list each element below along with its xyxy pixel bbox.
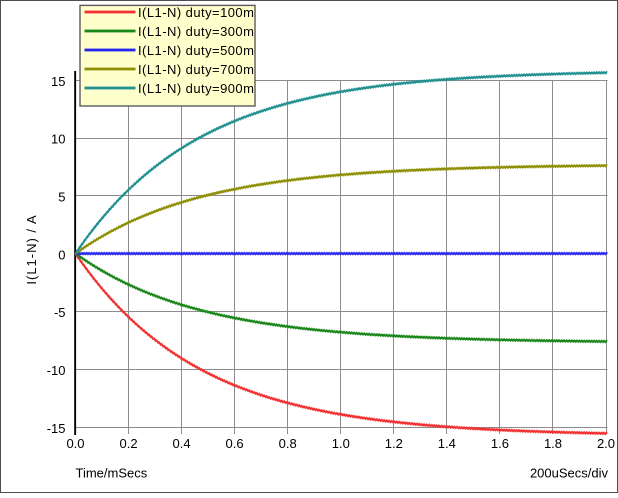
svg-text:I(L1-N) duty=500m: I(L1-N) duty=500m [138, 43, 254, 58]
svg-text:I(L1-N) duty=700m: I(L1-N) duty=700m [138, 62, 254, 77]
svg-text:-10: -10 [47, 363, 66, 378]
svg-text:1.4: 1.4 [438, 436, 456, 451]
svg-text:I(L1-N) / A: I(L1-N) / A [24, 214, 39, 284]
svg-text:Time/mSecs: Time/mSecs [76, 465, 148, 480]
svg-text:0.0: 0.0 [66, 436, 84, 451]
svg-text:-5: -5 [54, 305, 66, 320]
svg-text:15: 15 [51, 74, 65, 89]
svg-text:1.6: 1.6 [491, 436, 509, 451]
svg-text:1.2: 1.2 [385, 436, 403, 451]
svg-text:200uSecs/div: 200uSecs/div [530, 465, 609, 480]
svg-text:I(L1-N) duty=100m: I(L1-N) duty=100m [138, 5, 254, 20]
svg-text:1.0: 1.0 [332, 436, 350, 451]
svg-text:I(L1-N) duty=900m: I(L1-N) duty=900m [138, 81, 254, 96]
svg-text:10: 10 [51, 132, 65, 147]
svg-text:5: 5 [58, 190, 65, 205]
svg-text:-15: -15 [47, 421, 66, 436]
svg-text:0.4: 0.4 [173, 436, 191, 451]
svg-text:2.0: 2.0 [597, 436, 615, 451]
svg-text:0.6: 0.6 [226, 436, 244, 451]
svg-text:I(L1-N) duty=300m: I(L1-N) duty=300m [138, 24, 254, 39]
svg-text:0: 0 [58, 247, 65, 262]
svg-text:1.8: 1.8 [544, 436, 562, 451]
svg-text:0.2: 0.2 [120, 436, 138, 451]
svg-text:0.8: 0.8 [279, 436, 297, 451]
